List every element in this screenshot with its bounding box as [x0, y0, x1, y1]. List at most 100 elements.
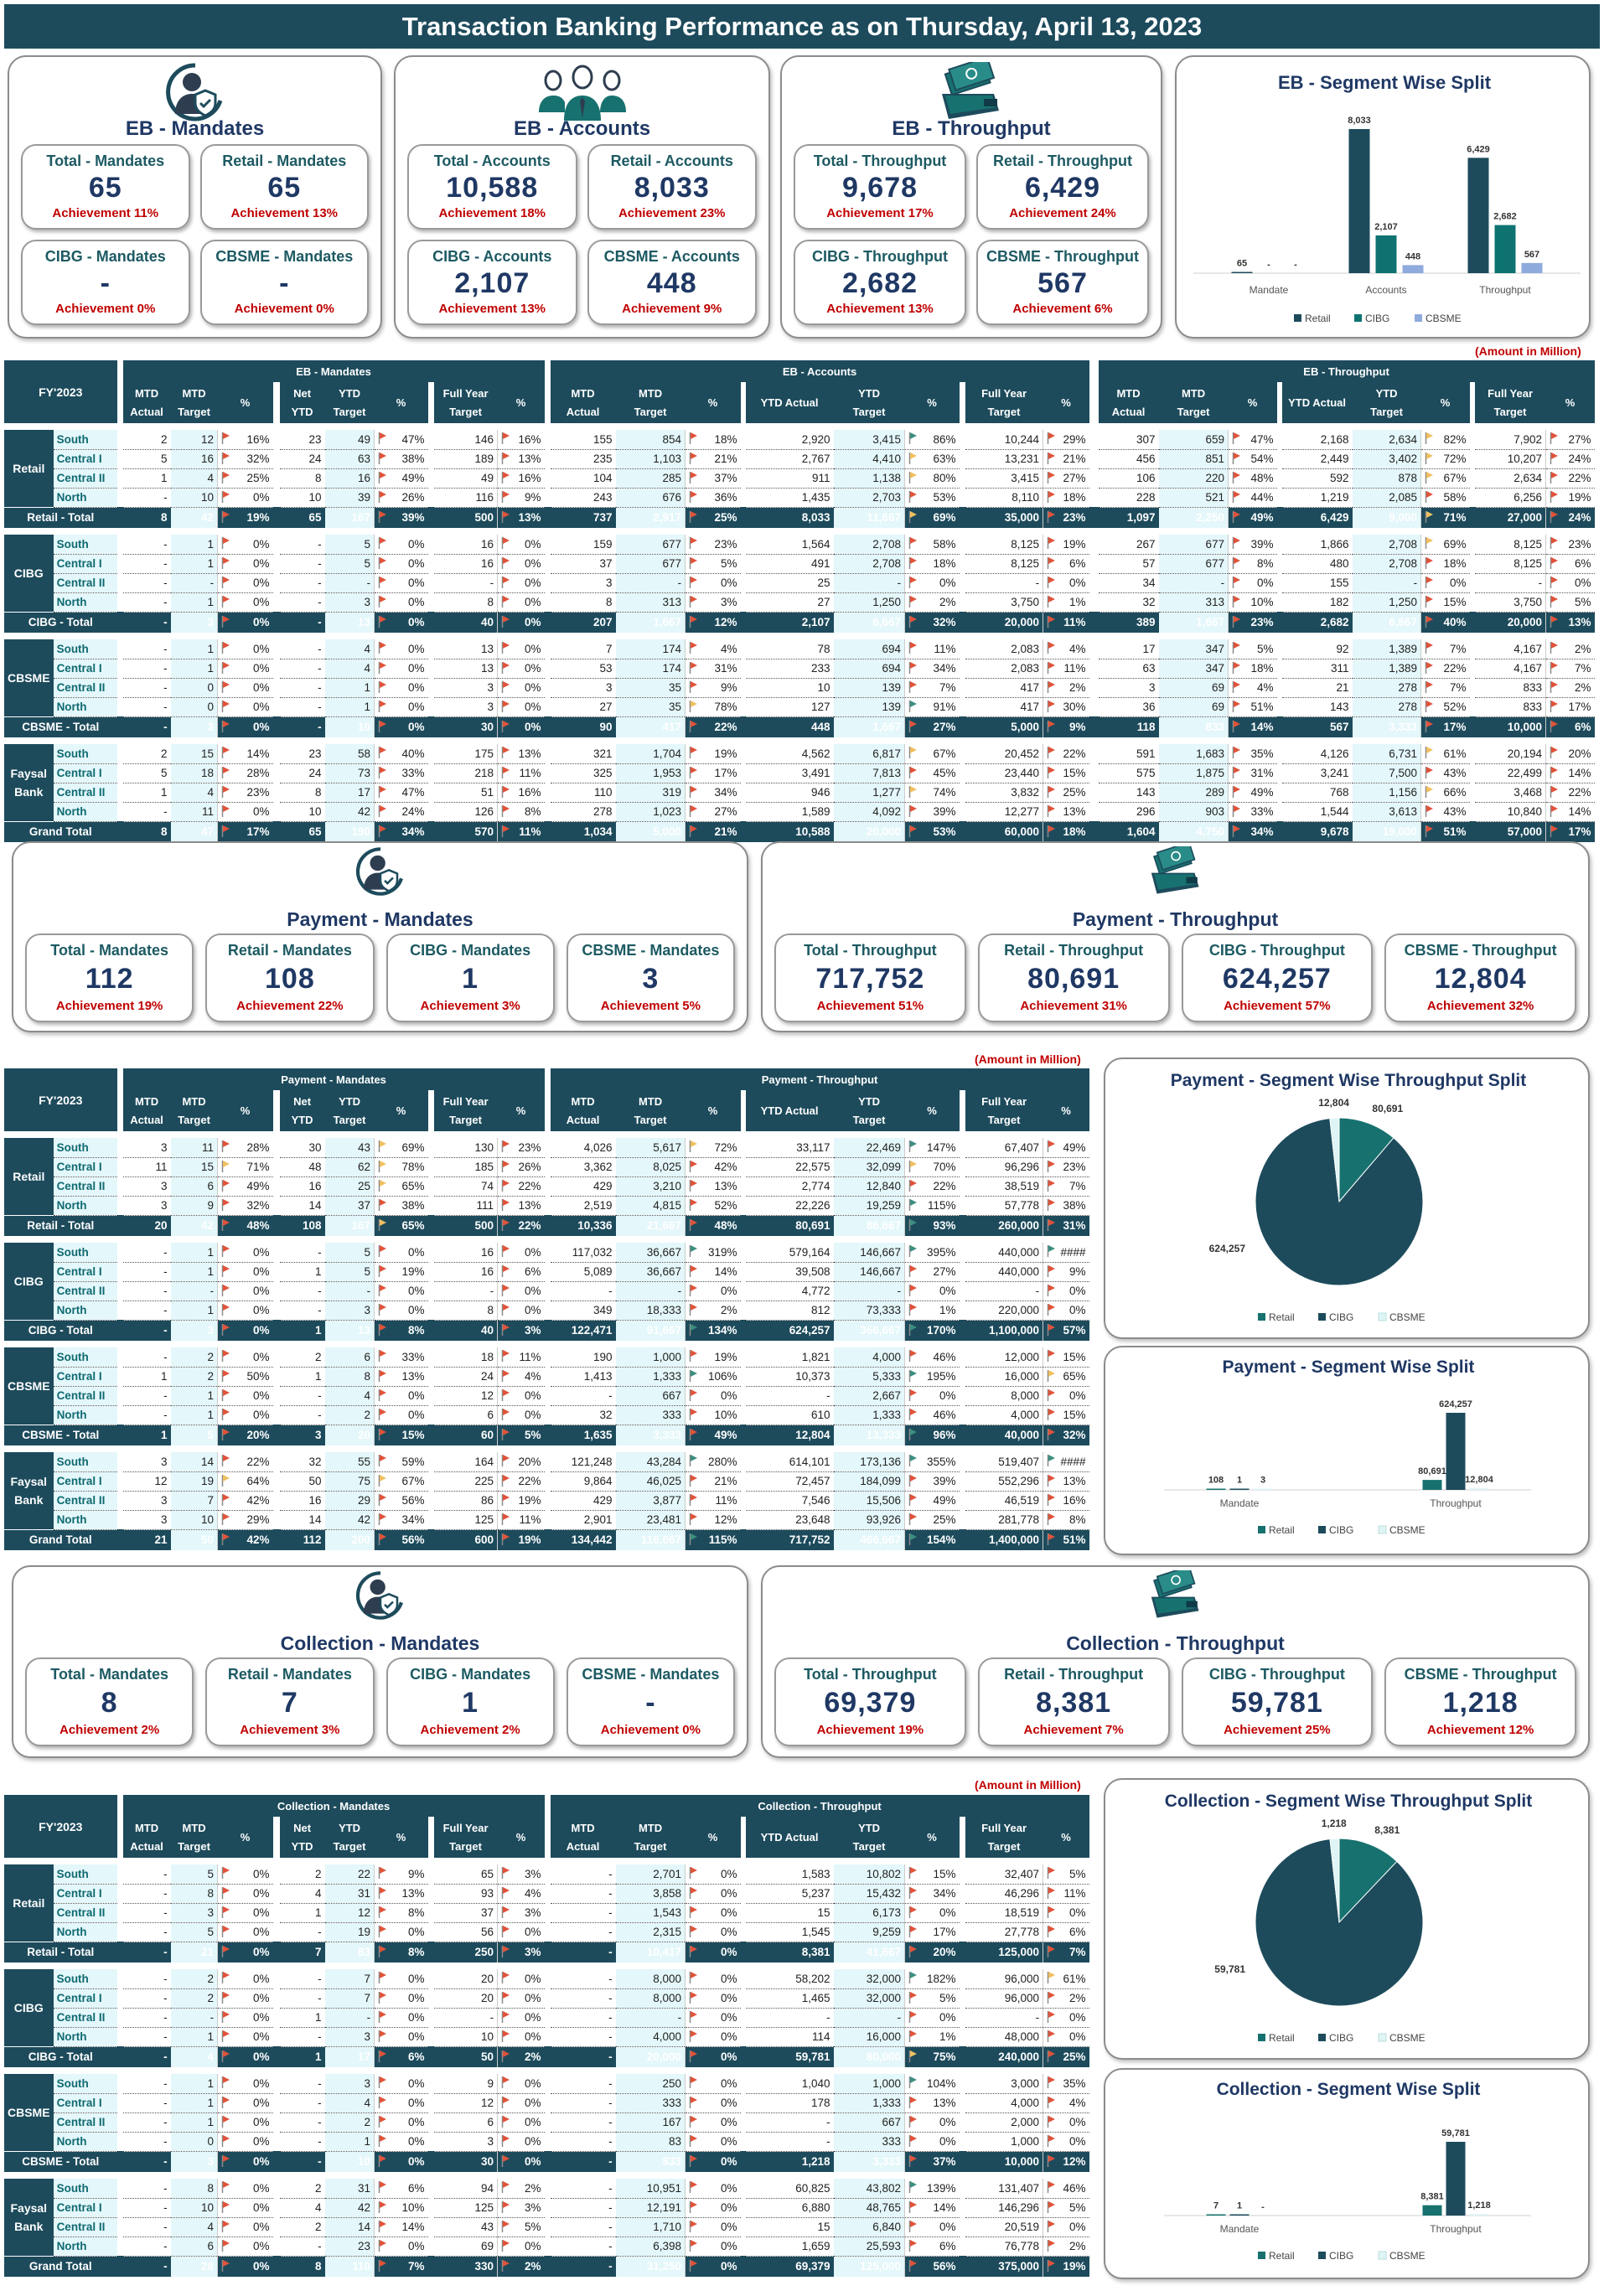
value-cell: 325	[550, 763, 616, 783]
percent-value: 0%	[721, 1926, 737, 1938]
value-cell: 111	[433, 1196, 498, 1216]
percent-cell: 0%	[497, 1969, 545, 1989]
value-cell: 1,040	[745, 2074, 834, 2094]
value-cell: 3,333	[833, 2151, 905, 2172]
value-cell: 9,678	[1281, 821, 1353, 842]
percent-value: 44%	[1250, 491, 1274, 504]
flag-icon	[501, 1991, 510, 2006]
percent-value: 42%	[246, 1533, 270, 1547]
flag-icon	[908, 1303, 918, 1318]
percent-value: 33%	[1250, 805, 1274, 818]
value-cell: -	[122, 2132, 171, 2152]
percent-value: 0%	[1069, 1389, 1086, 1402]
percent-cell: 19%	[497, 1529, 545, 1550]
percent-value: 0%	[253, 1887, 270, 1900]
value-cell: 225	[433, 1471, 498, 1492]
bar-retail	[1206, 2214, 1226, 2216]
kpi-value: 69,379	[824, 1687, 917, 1719]
percent-cell: 24%	[1545, 507, 1595, 528]
percent-value: 31%	[714, 662, 737, 675]
value-cell: 1,589	[745, 802, 834, 822]
value-cell: 13,231	[965, 449, 1043, 469]
value-cell: 13	[433, 639, 498, 659]
flag-icon	[1550, 641, 1559, 656]
kpi-value: 567	[1037, 267, 1088, 299]
total-label: Grand Total	[4, 2256, 117, 2277]
value-cell: 69,379	[745, 2256, 834, 2277]
table-payment: FY'2023 Payment - Mandates Payment - Throu…	[4, 1068, 1089, 1550]
percent-value: 2%	[1069, 2240, 1086, 2252]
kpi-card: CIBG - Accounts 2,107 Achievement 13%	[407, 240, 577, 325]
percent-cell: 48%	[1228, 468, 1277, 489]
value-cell: -	[833, 2008, 905, 2028]
kpi-value: -	[100, 267, 111, 299]
percent-value: 0%	[525, 681, 541, 694]
flag-icon	[221, 720, 230, 735]
flag-icon	[501, 1264, 510, 1280]
value-cell: 1	[170, 659, 218, 679]
value-cell: 14	[279, 1510, 325, 1530]
table-row: Central II -4 0% 2 14 14% 43 5% -1,710 0% 15 6,840 0…	[4, 2217, 1089, 2237]
percent-value: 13%	[401, 1370, 425, 1383]
value-cell: 3	[122, 1452, 171, 1472]
percent-cell: 0%	[374, 612, 428, 633]
percent-value: 65%	[401, 1180, 425, 1192]
legend-swatch	[1258, 2034, 1265, 2041]
percent-cell: 47%	[374, 783, 428, 803]
value-cell: 737	[550, 507, 616, 528]
value-cell: 200	[324, 1529, 375, 1550]
percent-cell: 0%	[685, 2179, 741, 2199]
value-cell: 2	[279, 1347, 325, 1368]
value-cell: 17	[324, 2046, 375, 2067]
bar-cbsme	[1469, 2214, 1489, 2216]
percent-value: 38%	[1063, 1199, 1086, 1212]
percent-cell: 0%	[374, 1922, 428, 1942]
percent-cell: 0%	[217, 639, 273, 659]
value-cell: 65	[433, 1864, 498, 1885]
percent-value: 11%	[934, 642, 956, 655]
percent-value: 6%	[939, 2240, 956, 2252]
region-label: Central II	[53, 1176, 117, 1197]
panel-eb-accounts: EB - Accounts Total - Accounts 10,588 Achie…	[394, 55, 770, 339]
value-cell: 2	[279, 2217, 325, 2237]
value-cell: 13,333	[833, 1425, 905, 1445]
flag-icon	[1425, 746, 1434, 761]
value-cell: -	[122, 1405, 171, 1425]
value-cell: 43,802	[833, 2179, 905, 2199]
table-row: Central II -0 0% -1 0% 3 0% 3 35 9% 10 139 7% 417 2% 3 6…	[4, 678, 1595, 698]
value-cell: 3,415	[833, 430, 905, 450]
percent-cell: 20%	[904, 1942, 960, 1962]
value-cell: 43,284	[615, 1452, 686, 1472]
segment-label: Retail	[4, 1864, 54, 1942]
percent-value: 22%	[714, 721, 737, 734]
achievement-value: 13%	[908, 302, 934, 316]
user-shield-icon	[162, 62, 229, 127]
value-cell: 4	[279, 1884, 325, 1904]
percent-cell: 0%	[217, 573, 273, 593]
flag-icon	[689, 2030, 698, 2045]
value-cell: 5,617	[615, 1138, 686, 1158]
flag-icon	[501, 510, 510, 525]
kpi-label: Total - Mandates	[50, 1666, 168, 1683]
flag-icon	[1047, 1179, 1056, 1194]
value-cell: 6,173	[833, 1903, 905, 1923]
region-label: North	[53, 1922, 117, 1942]
fy-label: FY'2023	[4, 1795, 117, 1858]
value-cell: 93	[433, 1884, 498, 1904]
value-cell: -	[279, 2151, 325, 2172]
percent-cell: 74%	[904, 783, 960, 803]
region-label: Central II	[53, 1491, 117, 1511]
percent-cell: 5%	[497, 2217, 545, 2237]
value-cell: 5	[324, 1243, 375, 1263]
chart-svg: Payment - Segment Wise Throughput Split8…	[1171, 1071, 1527, 1323]
value-cell: 8	[550, 592, 616, 613]
segment-label: CIBG	[4, 1243, 54, 1320]
percent-cell: 0%	[904, 2132, 960, 2152]
percent-value: 23%	[518, 1140, 541, 1154]
value-cell: 2,774	[745, 1176, 834, 1197]
percent-value: 0%	[525, 1409, 541, 1421]
kpi-achievement: Achievement 9%	[622, 302, 722, 316]
value-cell: 207	[550, 612, 616, 633]
flag-icon	[501, 2010, 510, 2025]
flag-icon	[378, 641, 387, 656]
